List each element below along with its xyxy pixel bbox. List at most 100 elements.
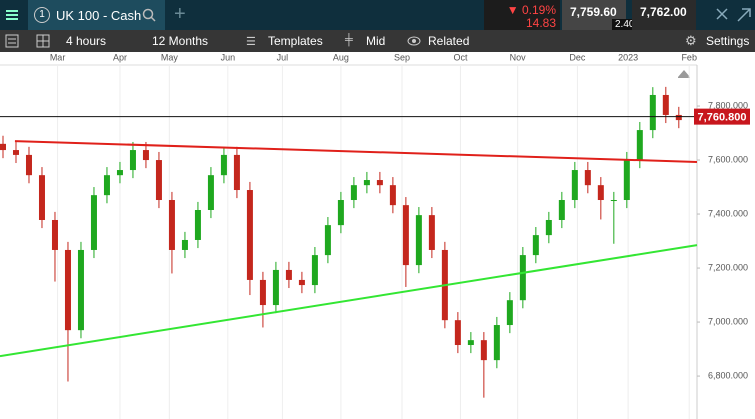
candle-body: [38, 175, 45, 220]
candle-body: [259, 279, 266, 306]
y-tick-label: 7,000.000: [708, 316, 748, 326]
x-tick-label: Oct: [453, 52, 468, 62]
candle-body: [168, 200, 175, 250]
candle-body: [493, 325, 500, 361]
last-price-label: 7,760.800: [698, 112, 747, 124]
x-tick-label: 2023: [618, 52, 638, 62]
candle-body: [77, 249, 84, 331]
candle-body: [0, 143, 6, 151]
candle-body: [337, 200, 344, 226]
price-type[interactable]: Mid: [366, 34, 386, 48]
mid-icon: ╪: [345, 34, 353, 46]
related[interactable]: Related: [428, 34, 470, 48]
candle-body: [480, 340, 487, 361]
candle-body: [571, 170, 578, 201]
candle-body: [246, 190, 253, 280]
x-tick-label: Apr: [113, 52, 127, 62]
scroll-marker[interactable]: [678, 70, 690, 78]
candle-body: [272, 269, 279, 306]
candle-body: [428, 215, 435, 250]
candle-body: [207, 175, 214, 211]
toolbar: 4 hours 12 Months ☰ Templates ╪ Mid Rela…: [0, 30, 755, 52]
candle-body: [103, 175, 110, 196]
candle-body: [64, 249, 71, 331]
candle-body: [12, 150, 19, 155]
candle-body: [116, 170, 123, 176]
candle-body: [376, 180, 383, 186]
candle-body: [51, 219, 58, 250]
x-tick-label: May: [161, 52, 179, 62]
change: 14.83: [525, 16, 556, 30]
templates[interactable]: Templates: [268, 34, 323, 48]
templates-icon: ☰: [246, 36, 256, 48]
y-tick-label: 6,800.000: [708, 370, 748, 380]
candle-body: [155, 160, 162, 201]
candle-body: [90, 195, 97, 250]
menu-icon[interactable]: [5, 8, 19, 22]
change-box: ▼ 0.19% 14.83: [484, 0, 560, 30]
tab-number: 1: [34, 7, 50, 23]
bid: 7,759.60: [570, 5, 617, 19]
y-tick-label: 7,400.000: [708, 208, 748, 218]
x-tick-label: Sep: [394, 52, 410, 62]
candle-body: [506, 300, 513, 326]
candle-body: [558, 200, 565, 220]
candle-body: [519, 255, 526, 301]
candle-body: [181, 239, 188, 250]
candle-body: [311, 255, 318, 286]
list-icon[interactable]: [5, 34, 19, 48]
x-tick-label: Nov: [510, 52, 527, 62]
candle-body: [25, 154, 32, 176]
candle-body: [597, 185, 604, 201]
x-tick-label: Aug: [333, 52, 349, 62]
candle-body: [532, 235, 539, 256]
y-tick-label: 7,800.000: [708, 100, 748, 110]
change-pct: ▼ 0.19%: [506, 3, 556, 17]
x-tick-label: Jul: [277, 52, 289, 62]
search-icon[interactable]: [142, 8, 156, 22]
layout-icon[interactable]: [36, 34, 50, 48]
trend-line: [0, 244, 698, 358]
candle-body: [285, 269, 292, 280]
settings-icon: ⚙: [685, 33, 697, 48]
candle-body: [194, 210, 201, 240]
related-icon: [407, 36, 421, 46]
settings[interactable]: Settings: [706, 34, 750, 48]
x-tick-label: Jun: [221, 52, 236, 62]
candle-body: [662, 94, 669, 115]
instrument-name: UK 100 - Cash: [56, 8, 142, 23]
trend-line: [14, 140, 698, 163]
candle-body: [636, 130, 643, 161]
candle-body: [233, 154, 240, 191]
instrument-tab[interactable]: 1 UK 100 - Cash: [28, 0, 165, 30]
candle-body: [454, 320, 461, 346]
spread: 2.40: [612, 19, 638, 30]
candle-body: [129, 150, 136, 171]
range[interactable]: 12 Months: [152, 34, 209, 48]
candle-body: [623, 160, 630, 201]
candle-body: [545, 219, 552, 236]
candle-body: [675, 114, 682, 121]
candle-body: [610, 200, 617, 202]
y-tick-label: 7,600.000: [708, 154, 748, 164]
candle-body: [415, 215, 422, 266]
candle-body: [467, 340, 474, 346]
candle-body: [324, 225, 331, 256]
x-tick-label: Dec: [569, 52, 586, 62]
window-icons[interactable]: [716, 8, 752, 22]
y-tick-label: 7,200.000: [708, 262, 748, 272]
candle-body: [389, 185, 396, 206]
candle-body: [220, 154, 227, 176]
candle-body: [298, 279, 305, 286]
candle-body: [350, 185, 357, 201]
add-tab[interactable]: +: [174, 3, 186, 25]
x-tick-label: Mar: [50, 52, 66, 62]
candle-body: [142, 150, 149, 161]
candle-body: [363, 180, 370, 186]
ask-box[interactable]: 7,762.00: [632, 0, 696, 30]
interval[interactable]: 4 hours: [66, 34, 107, 48]
ask: 7,762.00: [640, 5, 687, 19]
x-tick-label: Feb: [681, 52, 697, 62]
candle-body: [649, 94, 656, 131]
